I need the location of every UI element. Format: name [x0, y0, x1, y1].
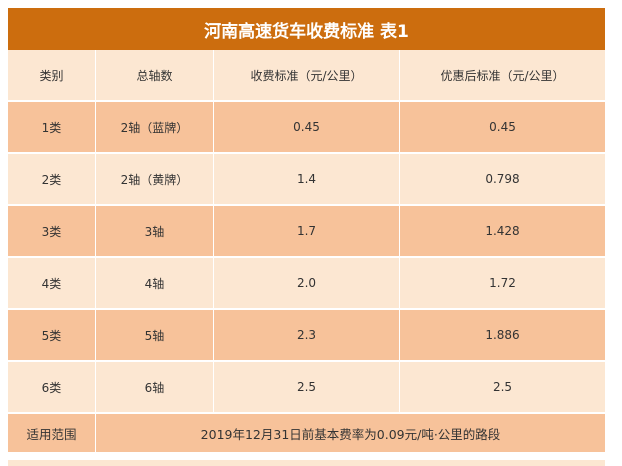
header-discounted-rate: 优惠后标准（元/公里） — [400, 50, 605, 102]
table-row: 5类 5轴 2.3 1.886 — [8, 310, 605, 362]
cell-standard-rate: 2.5 — [214, 362, 400, 414]
cell-axles: 5轴 — [96, 310, 214, 362]
scope-text: 2019年12月31日前基本费率为0.09元/吨·公里的路段 — [96, 414, 605, 454]
cell-discounted-rate: 1.428 — [400, 206, 605, 258]
cell-standard-rate: 0.45 — [214, 102, 400, 154]
header-row: 类别 总轴数 收费标准（元/公里） 优惠后标准（元/公里） — [8, 50, 605, 102]
table-row: 3类 3轴 1.7 1.428 — [8, 206, 605, 258]
cell-discounted-rate: 1.72 — [400, 258, 605, 310]
cell-discounted-rate: 0.798 — [400, 154, 605, 206]
cell-discounted-rate: 2.5 — [400, 362, 605, 414]
cell-standard-rate: 2.3 — [214, 310, 400, 362]
cell-standard-rate: 1.4 — [214, 154, 400, 206]
cell-discounted-rate: 1.886 — [400, 310, 605, 362]
table-title: 河南高速货车收费标准 表1 — [8, 8, 605, 50]
scope-label: 适用范围 — [8, 414, 96, 454]
table-row: 6类 6轴 2.5 2.5 — [8, 362, 605, 414]
table-row: 2类 2轴（黄牌） 1.4 0.798 — [8, 154, 605, 206]
cell-category: 4类 — [8, 258, 96, 310]
cell-axles: 2轴（蓝牌） — [96, 102, 214, 154]
header-standard-rate: 收费标准（元/公里） — [214, 50, 400, 102]
bottom-stripe — [8, 460, 605, 466]
toll-table: 类别 总轴数 收费标准（元/公里） 优惠后标准（元/公里） 1类 2轴（蓝牌） … — [8, 50, 605, 454]
cell-category: 5类 — [8, 310, 96, 362]
cell-axles: 3轴 — [96, 206, 214, 258]
cell-category: 1类 — [8, 102, 96, 154]
header-category: 类别 — [8, 50, 96, 102]
table-row: 4类 4轴 2.0 1.72 — [8, 258, 605, 310]
scope-row: 适用范围 2019年12月31日前基本费率为0.09元/吨·公里的路段 — [8, 414, 605, 454]
cell-category: 3类 — [8, 206, 96, 258]
header-axles: 总轴数 — [96, 50, 214, 102]
cell-standard-rate: 2.0 — [214, 258, 400, 310]
cell-category: 6类 — [8, 362, 96, 414]
cell-axles: 2轴（黄牌） — [96, 154, 214, 206]
cell-axles: 6轴 — [96, 362, 214, 414]
toll-table-container: 河南高速货车收费标准 表1 类别 总轴数 收费标准（元/公里） 优惠后标准（元/… — [8, 8, 605, 454]
cell-axles: 4轴 — [96, 258, 214, 310]
table-row: 1类 2轴（蓝牌） 0.45 0.45 — [8, 102, 605, 154]
cell-standard-rate: 1.7 — [214, 206, 400, 258]
cell-category: 2类 — [8, 154, 96, 206]
cell-discounted-rate: 0.45 — [400, 102, 605, 154]
